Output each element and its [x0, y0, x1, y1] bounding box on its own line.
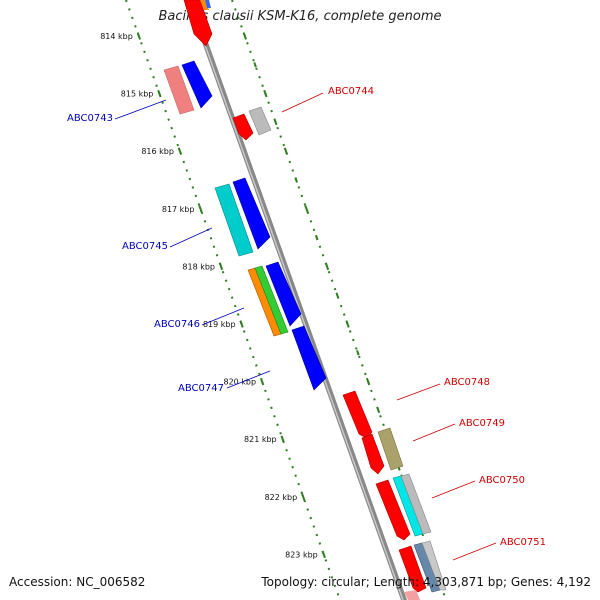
kbp-tick-left — [280, 435, 285, 443]
kbp-tick-label: 819 kbp — [203, 320, 236, 329]
kbp-minor-tick-right — [335, 292, 340, 298]
kbp-tick-left — [157, 89, 162, 98]
callout-line-abc0748 — [396, 383, 441, 401]
kbp-tick-right — [242, 32, 247, 40]
kbp-tick-label: 823 kbp — [285, 550, 318, 559]
genome-summary-text: Topology: circular; Length: 4,303,871 bp… — [261, 575, 591, 589]
kbp-tick-label: 817 kbp — [162, 205, 195, 214]
gene-red-816[interactable] — [232, 113, 254, 141]
gene-blue-815[interactable] — [181, 60, 213, 109]
kbp-tick-label: 814 kbp — [100, 32, 133, 41]
gene-pink-bottom[interactable] — [404, 590, 420, 600]
kbp-tick-label: 815 kbp — [121, 90, 154, 99]
genome-backbone-highlight — [188, 0, 404, 600]
callout-line-abc0744 — [281, 92, 324, 113]
kbp-tick-label: 816 kbp — [141, 147, 174, 156]
gene-abc0743-pink[interactable] — [163, 65, 195, 115]
gene-blue-817[interactable] — [232, 177, 271, 250]
kbp-tick-right — [345, 320, 350, 328]
kbp-tick-right — [365, 377, 371, 386]
gene-label-abc0744[interactable]: ABC0744 — [328, 86, 374, 97]
gene-abc0749-olive[interactable] — [377, 427, 404, 471]
gene-abc0751-gray[interactable] — [421, 540, 447, 591]
gene-abc0745-cyan[interactable] — [214, 183, 254, 257]
kbp-minor-tick-right — [253, 62, 257, 68]
gene-red-821[interactable] — [361, 433, 385, 475]
gene-label-abc0748[interactable]: ABC0748 — [444, 377, 490, 388]
gene-red-top[interactable] — [183, 0, 213, 47]
kbp-minor-tick-right — [273, 119, 278, 126]
gene-label-abc0747[interactable]: ABC0747 — [178, 383, 224, 394]
kbp-minor-tick-right — [376, 407, 381, 414]
kbp-tick-label: 820 kbp — [223, 378, 256, 387]
kbp-tick-right — [263, 89, 268, 98]
callout-line-abc0743 — [114, 99, 167, 120]
callout-line-abc0750 — [431, 480, 476, 499]
callout-line-abc0749 — [412, 423, 456, 442]
gene-red-822[interactable] — [375, 479, 411, 541]
gene-abc0747-blue[interactable] — [291, 325, 327, 391]
kbp-tick-label: 821 kbp — [244, 435, 277, 444]
kbp-tick-left — [321, 550, 326, 559]
map-title: Bacillus clausii KSM-K16, complete genom… — [158, 9, 442, 24]
callout-line-abc0745 — [169, 227, 213, 248]
gene-label-abc0749[interactable]: ABC0749 — [459, 418, 505, 429]
kbp-tick-left — [239, 320, 244, 328]
gene-blue-819[interactable] — [265, 261, 302, 327]
kbp-tick-right — [283, 147, 289, 155]
gene-label-abc0746[interactable]: ABC0746 — [154, 319, 200, 330]
callout-line-abc0747 — [226, 370, 271, 389]
gene-label-abc0751[interactable]: ABC0751 — [500, 537, 546, 548]
gene-label-abc0750[interactable]: ABC0750 — [479, 475, 525, 486]
gene-label-abc0743[interactable]: ABC0743 — [67, 113, 113, 124]
gene-abc0751-red[interactable] — [398, 545, 427, 593]
callout-line-abc0746 — [201, 307, 245, 326]
accession-text: Accession: NC_006582 — [9, 575, 146, 589]
gene-abc0746-green[interactable] — [254, 265, 289, 335]
kbp-minor-tick-right — [314, 234, 319, 241]
left-dotted-rail — [125, 0, 341, 600]
kbp-tick-left — [218, 262, 224, 271]
kbp-tick-right — [304, 205, 309, 213]
kbp-tick-left — [198, 205, 203, 213]
callout-line-abc0751 — [452, 542, 497, 561]
gene-label-abc0745[interactable]: ABC0745 — [122, 241, 168, 252]
kbp-minor-tick-right — [356, 350, 360, 356]
kbp-tick-label: 818 kbp — [182, 262, 215, 271]
gene-abc0748-red[interactable] — [342, 390, 373, 439]
gene-blue-top[interactable] — [205, 0, 211, 8]
kbp-tick-left — [259, 377, 265, 386]
kbp-minor-tick-right — [294, 177, 298, 183]
genome-backbone — [187, 0, 407, 600]
kbp-tick-left — [136, 32, 141, 40]
gene-abc0744-gray[interactable] — [248, 106, 272, 136]
gene-abc0750-gray[interactable] — [400, 473, 432, 535]
kbp-tick-left — [301, 493, 306, 501]
kbp-tick-label: 822 kbp — [265, 493, 298, 502]
gene-orange-top[interactable] — [200, 0, 209, 10]
kbp-tick-right — [324, 262, 330, 271]
kbp-tick-left — [177, 147, 183, 155]
